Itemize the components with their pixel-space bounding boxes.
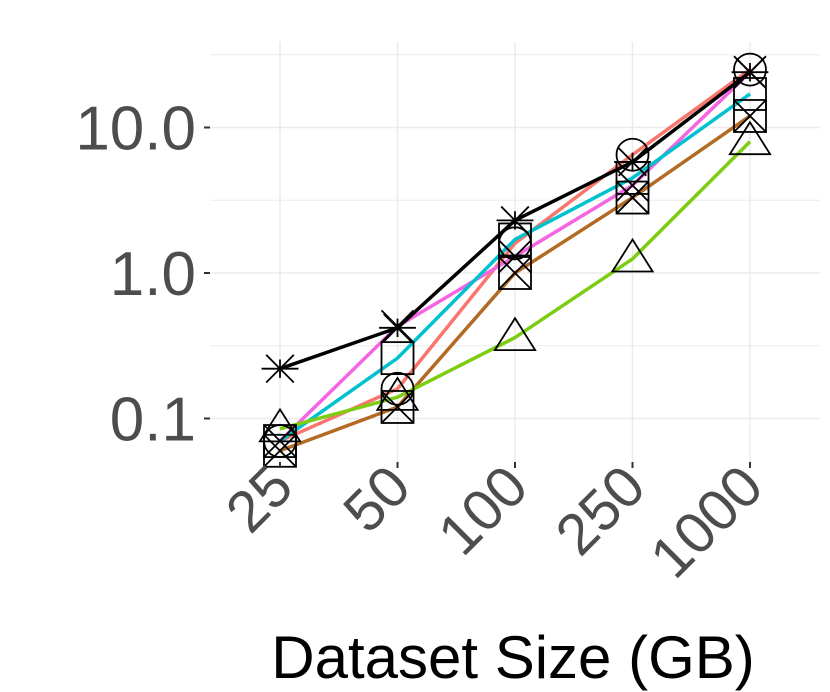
y-tick-label: 0.1 [110, 386, 196, 455]
marker-asterisk [614, 147, 651, 177]
marker-asterisk [731, 57, 769, 87]
x-tick-label: 250 [543, 453, 657, 567]
marker-x [615, 168, 650, 203]
marker-boxed-x [733, 99, 767, 133]
marker-triangle [375, 376, 420, 411]
y-tick-label: 1.0 [110, 240, 196, 309]
marker-triangle [493, 316, 537, 352]
marker-asterisk [496, 205, 534, 235]
marker-asterisk [261, 354, 299, 384]
x-tick-label: 50 [331, 453, 423, 545]
marker-triangle [258, 407, 302, 443]
x-axis-title: Dataset Size (GB) [271, 624, 755, 691]
marker-triangle [610, 237, 655, 273]
series-line-3 [278, 92, 752, 443]
series-line-5 [279, 140, 752, 431]
marker-boxed-x [498, 256, 532, 290]
marker-square [380, 341, 415, 376]
marker-circle [380, 371, 415, 406]
grid [210, 42, 820, 462]
x-tick-label: 100 [426, 453, 540, 567]
series-markers [258, 52, 772, 468]
y-tick-label: 10.0 [75, 95, 196, 164]
marker-circle [733, 52, 767, 87]
x-tick-label: 1000 [638, 453, 775, 590]
marker-asterisk [379, 313, 416, 343]
marker-triangle [728, 120, 772, 156]
marker-boxed-x [615, 180, 650, 215]
marker-boxed-x [263, 433, 297, 468]
